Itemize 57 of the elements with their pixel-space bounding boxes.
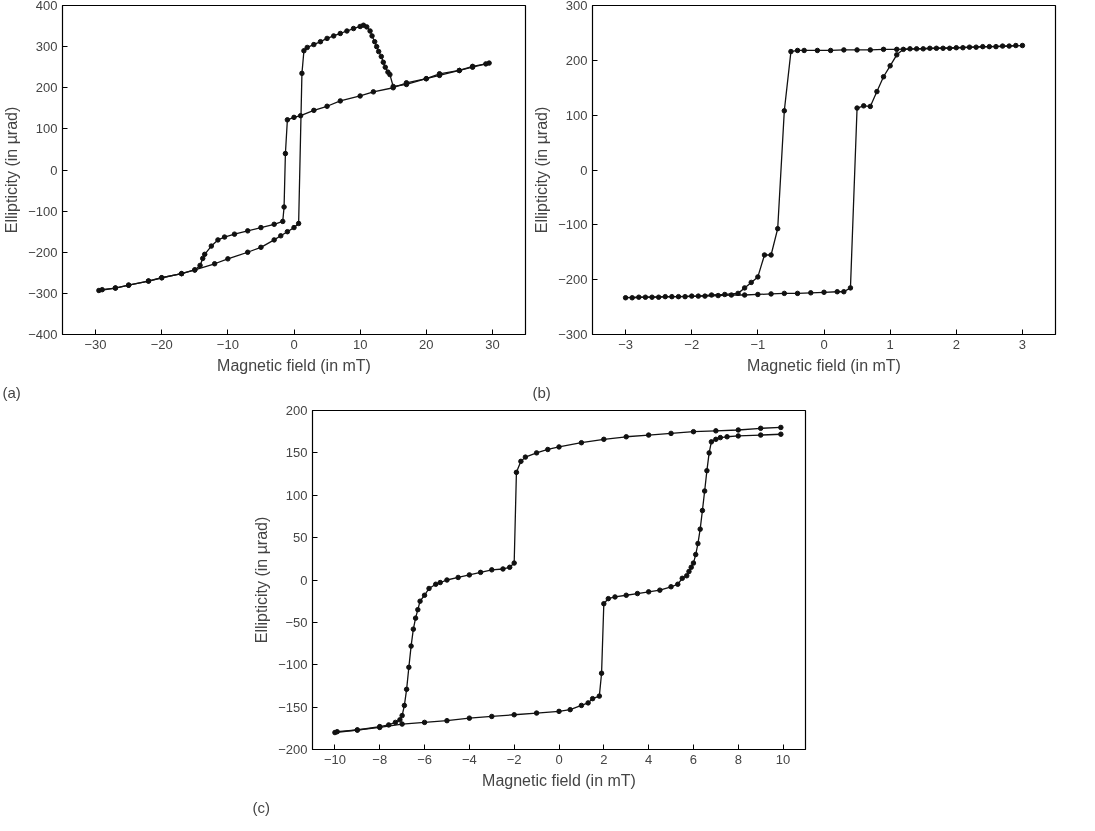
y-axis-title: Ellipticity (in µrad) <box>3 106 21 234</box>
x-tick-label: 2 <box>952 336 960 352</box>
y-tick-label: 0 <box>50 162 58 178</box>
y-tick-label: 100 <box>35 121 58 137</box>
y-tick-label: 200 <box>35 80 58 96</box>
x-axis-title: Magnetic field (in mT) <box>482 771 636 789</box>
x-tick-label: 3 <box>1018 336 1027 352</box>
y-tick-label: 150 <box>285 445 308 461</box>
x-tick-label: −8 <box>372 751 388 767</box>
x-tick-label: −20 <box>150 336 173 352</box>
x-tick-label: −1 <box>750 336 766 352</box>
x-tick-label: 4 <box>645 751 653 767</box>
x-axis-title: Magnetic field (in mT) <box>747 356 901 374</box>
x-tick-label: 0 <box>820 336 828 352</box>
y-tick-label: 0 <box>580 162 588 178</box>
x-tick-label: 6 <box>689 751 698 767</box>
y-tick-label: 100 <box>565 107 588 123</box>
y-tick-label: 0 <box>300 572 308 588</box>
x-tick-label: −10 <box>216 336 239 352</box>
y-tick-label: 50 <box>293 530 308 546</box>
x-tick-label: −2 <box>684 336 700 352</box>
x-tick-label: −6 <box>417 751 432 767</box>
y-tick-label: 200 <box>285 403 308 418</box>
x-tick-label: 10 <box>352 336 368 352</box>
y-tick-label: 400 <box>35 0 58 13</box>
y-tick-label: −300 <box>558 327 588 342</box>
x-tick-label: 30 <box>485 336 500 352</box>
x-tick-label: 8 <box>734 751 742 767</box>
y-tick-label: 300 <box>35 39 58 55</box>
x-tick-label: −4 <box>461 751 477 767</box>
y-tick-label: −200 <box>558 272 588 288</box>
y-tick-label: 200 <box>565 52 588 68</box>
text: (a) <box>2 383 21 401</box>
y-axis-title: Ellipticity (in µrad) <box>253 516 271 644</box>
y-tick-label: −50 <box>285 614 308 630</box>
y-tick-label: −100 <box>558 217 588 233</box>
x-tick-label: 1 <box>886 336 894 352</box>
y-tick-label: 100 <box>285 487 308 503</box>
x-tick-label: −3 <box>618 336 633 352</box>
y-tick-label: −100 <box>28 203 58 219</box>
x-tick-label: 20 <box>419 336 434 352</box>
x-tick-label: 10 <box>775 751 791 767</box>
x-tick-label: −10 <box>323 751 346 767</box>
y-tick-label: −100 <box>278 657 308 673</box>
x-tick-label: −30 <box>84 336 107 352</box>
x-tick-label: 2 <box>600 751 608 767</box>
y-axis-title: Ellipticity (in µrad) <box>533 106 551 234</box>
y-tick-label: −200 <box>278 742 308 757</box>
y-tick-label: 300 <box>565 0 588 13</box>
y-tick-label: −150 <box>278 699 308 715</box>
y-tick-label: −200 <box>28 244 58 260</box>
y-tick-label: −300 <box>28 285 58 301</box>
y-tick-label: −400 <box>28 327 58 342</box>
text: (c) <box>252 798 270 816</box>
x-tick-label: −2 <box>506 751 522 767</box>
x-axis-title: Magnetic field (in mT) <box>217 356 371 374</box>
text: (b) <box>532 383 551 401</box>
